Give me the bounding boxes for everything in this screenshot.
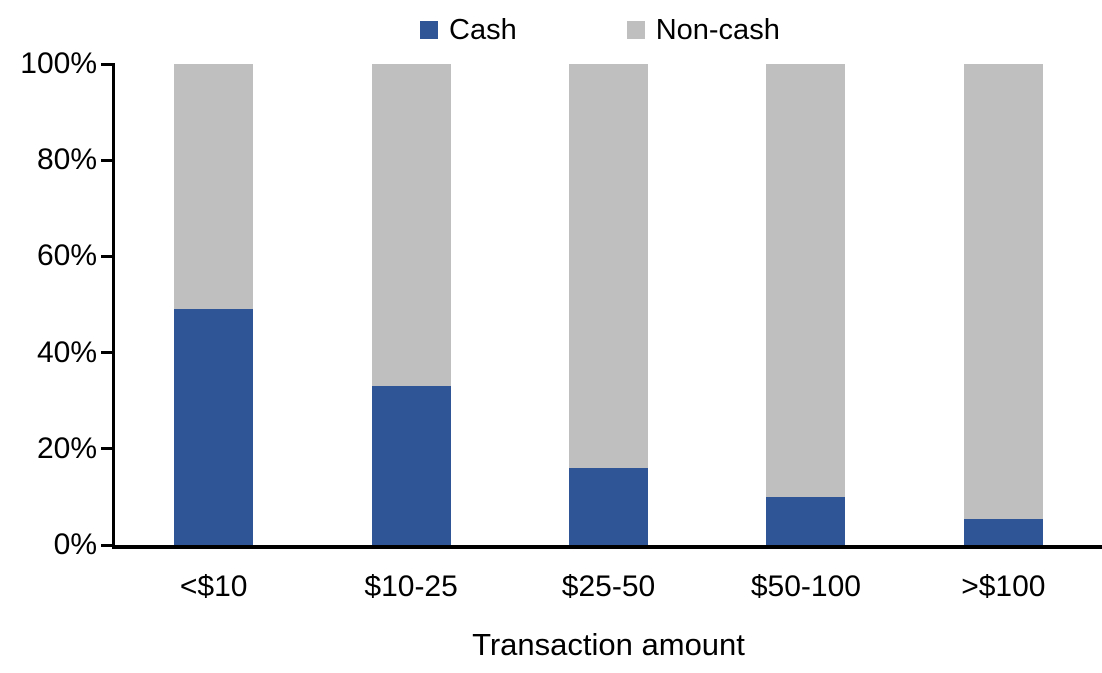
bar-slot-100 xyxy=(905,64,1102,545)
bar-slot-10-25 xyxy=(312,64,509,545)
y-axis-tick xyxy=(101,351,113,355)
y-axis-line xyxy=(112,63,115,549)
x-axis-labels: <$10 $10-25 $25-50 $50-100 >$100 xyxy=(115,569,1102,605)
y-axis-tick-label: 80% xyxy=(36,143,97,177)
y-axis-tick xyxy=(101,254,113,258)
y-axis-tick-label: 100% xyxy=(20,47,97,80)
y-axis-tick-label: 0% xyxy=(53,528,97,561)
legend: Cash Non-cash xyxy=(420,13,780,47)
y-axis-tick xyxy=(101,62,113,66)
legend-swatch-cash xyxy=(420,21,438,39)
bar-slot-50-100 xyxy=(707,64,904,545)
bar-segment-non-cash xyxy=(174,64,254,310)
bar-segment-non-cash xyxy=(371,64,451,387)
bar-segment-cash xyxy=(569,468,649,545)
plot-area xyxy=(115,64,1102,545)
bar-slot-25-50 xyxy=(510,64,707,545)
bar-segment-non-cash xyxy=(963,64,1043,519)
bar-segment-non-cash xyxy=(569,64,649,469)
bar-50-100 xyxy=(766,64,846,545)
bar-25-50 xyxy=(569,64,649,545)
bar-10-25 xyxy=(371,64,451,545)
bar-segment-non-cash xyxy=(766,64,846,497)
legend-label: Cash xyxy=(449,14,517,46)
bar-segment-cash xyxy=(174,309,254,545)
legend-swatch-non-cash xyxy=(626,21,645,39)
bar-segment-cash xyxy=(963,518,1043,545)
y-axis-tick xyxy=(101,158,113,162)
bar-segment-cash xyxy=(766,496,846,545)
bar-100 xyxy=(963,64,1043,545)
y-axis-tick-label: 60% xyxy=(36,239,97,273)
x-axis-label-50-100: $50-100 xyxy=(750,570,861,603)
y-axis-tick-label: 20% xyxy=(36,431,97,465)
x-axis-label-10-25: $10-25 xyxy=(364,570,458,603)
legend-item-cash: Cash xyxy=(420,13,517,47)
x-axis-label-25-50: $25-50 xyxy=(561,570,656,603)
x-axis-label-100: >$100 xyxy=(961,570,1046,603)
legend-label: Non-cash xyxy=(655,14,780,46)
x-axis-title: Transaction amount xyxy=(472,627,745,662)
y-axis-tick xyxy=(101,543,113,547)
y-axis-tick xyxy=(101,447,113,451)
bar-slot-10 xyxy=(115,64,312,545)
x-axis-line xyxy=(112,545,1102,549)
bar-10 xyxy=(174,64,254,545)
bar-segment-cash xyxy=(371,386,451,545)
x-axis-label-10: <$10 xyxy=(179,570,248,603)
legend-item-non-cash: Non-cash xyxy=(626,13,780,47)
y-axis-tick-label: 40% xyxy=(36,335,97,369)
